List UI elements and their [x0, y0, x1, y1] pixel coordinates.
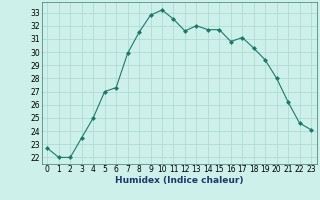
X-axis label: Humidex (Indice chaleur): Humidex (Indice chaleur): [115, 176, 244, 185]
